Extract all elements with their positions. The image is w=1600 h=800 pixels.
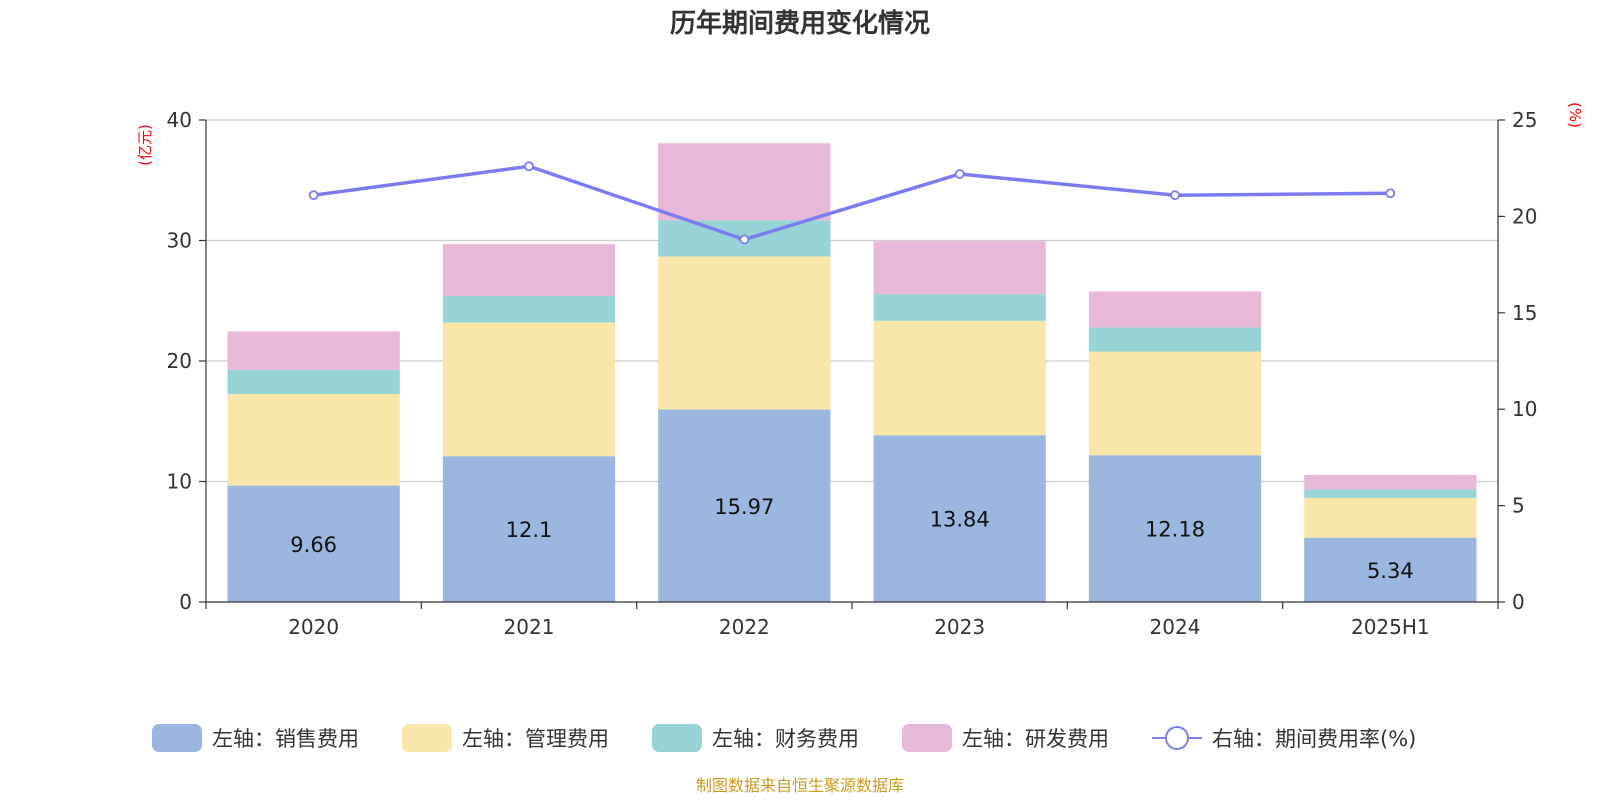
bar-segment — [442, 295, 616, 323]
right-axis-tick-label: 20 — [1512, 204, 1537, 228]
axes: 0 10 20 30 40 0 5 10 15 20 25 2020 2021 2022 2023 2024 2… — [167, 108, 1538, 639]
left-axis-tick-label: 0 — [179, 590, 192, 614]
rate-point — [1170, 190, 1180, 201]
x-axis-tick-label: 2023 — [934, 615, 985, 639]
left-axis-tick-label: 40 — [167, 108, 192, 132]
right-axis-tick-label: 25 — [1512, 108, 1537, 132]
bar-segment — [1304, 474, 1477, 490]
bar-segment — [1088, 455, 1262, 602]
legend-swatch — [902, 724, 952, 752]
bar-series — [227, 143, 1477, 602]
bar-segment — [1304, 489, 1477, 498]
right-axis-unit: (%) — [1566, 102, 1584, 128]
rate-point — [524, 161, 534, 172]
rate-line-series — [308, 161, 1396, 245]
legend-label: 左轴：研发费用 — [962, 727, 1109, 751]
legend-label: 左轴：销售费用 — [212, 727, 359, 751]
legend-swatch — [152, 724, 202, 752]
bar-segment — [1088, 351, 1262, 456]
bar-value-label: 13.84 — [930, 508, 990, 532]
bar-segment — [1304, 537, 1477, 602]
chart-title: 历年期间费用变化情况 — [670, 8, 930, 39]
bar-value-label: 12.18 — [1145, 518, 1205, 542]
x-axis-tick-label: 2020 — [288, 615, 339, 639]
source-note: 制图数据来自恒生聚源数据库 — [696, 776, 904, 795]
bar-segment — [873, 435, 1046, 602]
bar-segment — [658, 256, 831, 410]
left-axis-tick-label: 30 — [167, 229, 192, 253]
x-axis-tick-label: 2021 — [504, 615, 555, 639]
legend: 左轴：销售费用 左轴：管理费用 左轴：财务费用 左轴：研发费用 右轴：期间费用率(%) — [152, 724, 1416, 752]
bar-segment — [227, 369, 400, 395]
legend-marker — [1165, 726, 1189, 750]
left-axis-tick-label: 20 — [167, 349, 192, 373]
legend-swatch — [402, 724, 452, 752]
bar-segment — [227, 331, 400, 370]
right-axis-tick-label: 10 — [1512, 397, 1537, 421]
legend-label: 右轴：期间费用率(%) — [1212, 727, 1416, 751]
bar-segment — [442, 244, 616, 296]
bar-value-label: 12.1 — [506, 518, 553, 542]
bar-data-labels: 9.66 12.1 15.97 13.84 12.18 5.34 — [290, 495, 1413, 583]
x-axis-tick-label: 2024 — [1150, 615, 1201, 639]
bar-segment — [227, 394, 400, 486]
bar-segment — [1088, 291, 1262, 328]
right-axis-tick-label: 5 — [1512, 494, 1525, 518]
rate-point — [954, 169, 965, 179]
bar-segment — [442, 322, 616, 457]
rate-point — [308, 190, 319, 201]
bar-segment — [1304, 497, 1477, 538]
bar-segment — [1088, 327, 1262, 352]
left-axis-tick-label: 10 — [167, 470, 192, 494]
bar-segment — [658, 409, 831, 602]
bar-value-label: 15.97 — [714, 495, 774, 519]
right-axis-tick-label: 0 — [1512, 590, 1525, 614]
legend-swatch — [652, 724, 702, 752]
rate-point — [1385, 188, 1396, 199]
x-axis-tick-label: 2025H1 — [1351, 615, 1430, 639]
rate-line — [313, 164, 1391, 242]
bar-value-label: 5.34 — [1367, 559, 1414, 583]
grid-lines — [206, 119, 1498, 483]
left-axis-unit: (亿元) — [136, 124, 154, 166]
legend-label: 左轴：管理费用 — [462, 727, 609, 751]
legend-label: 左轴：财务费用 — [712, 727, 859, 751]
bar-segment — [873, 241, 1046, 295]
x-axis-tick-label: 2022 — [719, 615, 770, 639]
bar-segment — [873, 294, 1046, 321]
bar-segment — [658, 143, 831, 221]
bar-segment — [873, 320, 1046, 436]
rate-point — [739, 234, 750, 245]
right-axis-tick-label: 15 — [1512, 301, 1537, 325]
bar-value-label: 9.66 — [290, 533, 337, 557]
bar-segment — [227, 485, 400, 602]
bar-segment — [442, 456, 616, 602]
